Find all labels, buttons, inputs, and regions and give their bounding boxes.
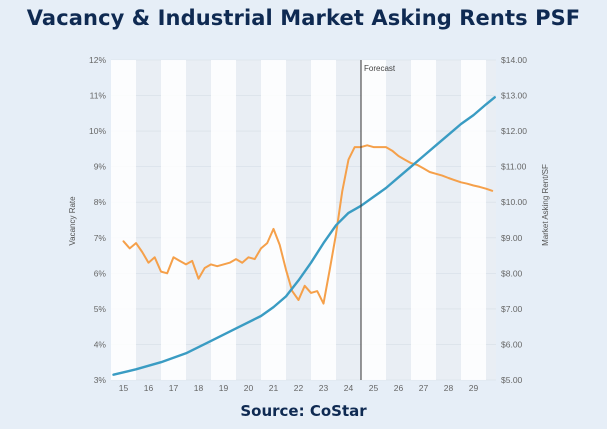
left-tick-label: 8% [94,197,107,207]
right-tick-label: $7.00 [501,304,523,314]
right-tick-label: $13.00 [501,91,527,101]
asking-rent-line [112,96,496,376]
left-tick-label: 10% [89,126,106,136]
left-tick-label: 9% [94,162,107,172]
source-caption: Source: CoStar [240,402,367,420]
x-tick-label: 17 [169,383,179,393]
year-bands [111,60,486,380]
forecast-label: Forecast [364,64,396,73]
x-tick-label: 20 [244,383,254,393]
right-tick-label: $12.00 [501,126,527,136]
x-tick-label: 15 [119,383,129,393]
x-tick-label: 18 [194,383,204,393]
left-tick-label: 11% [90,91,107,101]
right-tick-label: $5.00 [501,375,523,385]
right-tick-label: $10.00 [501,197,527,207]
year-band-2021 [261,60,286,380]
x-tick-label: 16 [144,383,154,393]
x-tick-label: 28 [444,383,454,393]
x-tick-label: 23 [319,383,329,393]
left-tick-label: 4% [94,339,107,349]
right-tick-label: $8.00 [501,268,523,278]
x-tick-label: 21 [269,383,279,393]
left-tick-label: 5% [94,304,107,314]
series-group [112,96,496,376]
x-tick-label: 24 [344,383,354,393]
left-axis-ticks: 3% 4% 5% 6% 7% 8% 9% 10% 11% 12% [89,55,106,385]
left-tick-label: 12% [89,55,106,65]
year-band-2025 [361,60,386,380]
x-tick-label: 27 [419,383,429,393]
left-tick-label: 3% [94,375,107,385]
chart-title: Vacancy & Industrial Market Asking Rents… [26,6,581,30]
x-tick-label: 26 [394,383,404,393]
left-tick-label: 7% [94,233,107,243]
year-band-2015 [111,60,136,380]
x-tick-label: 29 [469,383,479,393]
year-band-2027 [411,60,436,380]
x-tick-label: 25 [369,383,379,393]
x-tick-label: 19 [219,383,229,393]
y-axis-label-right: Market Asking Rent/SF [541,164,550,246]
forecast-marker: Forecast [360,60,396,380]
year-band-2017 [161,60,186,380]
right-tick-label: $11.00 [501,162,527,172]
x-tick-label: 22 [294,383,304,393]
right-tick-label: $9.00 [501,233,523,243]
right-tick-label: $6.00 [501,339,523,349]
right-axis-ticks: $5.00 $6.00 $7.00 $8.00 $9.00 $10.00 $11.00 $12… [501,55,527,385]
x-axis-ticks: 15 16 17 18 19 20 21 22 23 24 25 26 27 28 29 [119,383,479,393]
left-tick-label: 6% [94,268,107,278]
y-axis-label-left: Vacancy Rate [68,196,77,246]
year-band-2019 [211,60,236,380]
vacancy-rate-line [122,144,494,305]
right-tick-label: $14.00 [501,55,527,65]
year-band-2029 [461,60,486,380]
year-band-2023 [311,60,336,380]
